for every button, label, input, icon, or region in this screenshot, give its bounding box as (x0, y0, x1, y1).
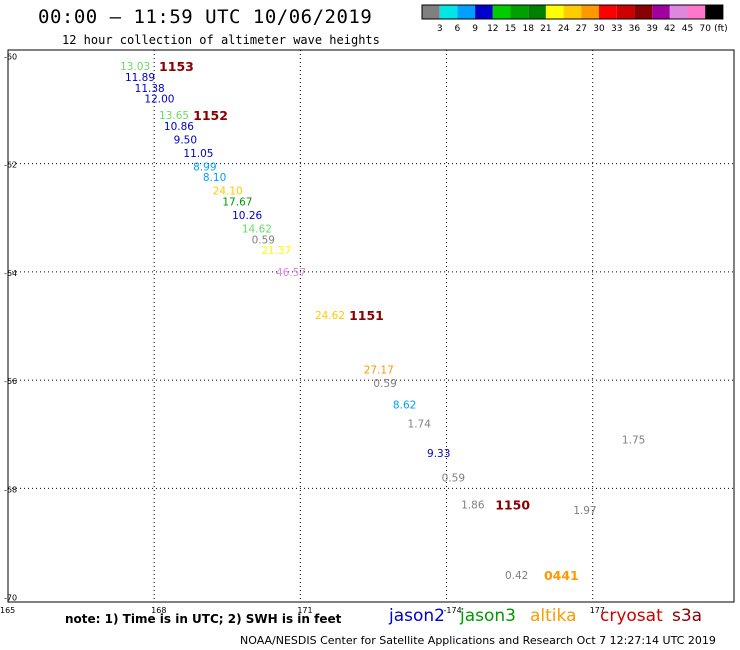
track-label: 1152 (193, 108, 228, 123)
x-tick-label: 177 (590, 606, 605, 615)
chart-subtitle: 12 hour collection of altimeter wave hei… (62, 33, 380, 47)
colorbar-swatch (581, 5, 599, 19)
colorbar-swatch (457, 5, 476, 19)
colorbar-swatch (510, 5, 529, 19)
colorbar-swatch (563, 5, 582, 19)
wave-height-point: 9.50 (174, 134, 197, 146)
wave-height-point: 10.26 (232, 210, 262, 222)
plot-frame (7, 49, 735, 603)
colorbar-label: 70 (699, 24, 711, 34)
wave-height-point: 0.59 (442, 473, 465, 485)
legend-jason2: jason2 (389, 606, 445, 626)
colorbar-swatch (528, 5, 546, 19)
colorbar-label: 18 (522, 24, 534, 34)
wave-height-point: 24.62 (315, 310, 345, 322)
y-tick-label: -60 (4, 52, 17, 61)
colorbar-label: 45 (682, 24, 693, 34)
wave-height-point: 13.03 (120, 61, 150, 73)
colorbar-label: 6 (455, 24, 461, 34)
track-label: 1151 (349, 308, 384, 323)
colorbar-label: 27 (576, 24, 587, 34)
wave-height-point: 1.86 (461, 500, 485, 512)
legend-s3a: s3a (672, 606, 703, 626)
x-tick-label: -174 (444, 606, 462, 615)
track-label: 1150 (495, 498, 530, 513)
track-label: 1153 (159, 59, 194, 74)
colorbar-swatch (492, 5, 511, 19)
colorbar-swatch (545, 5, 564, 19)
legend-cryosat: cryosat (600, 606, 663, 626)
colorbar-swatch (616, 5, 635, 19)
wave-height-point: 0.42 (505, 570, 528, 582)
colorbar-label: 39 (646, 24, 658, 34)
colorbar-label: 12 (487, 24, 498, 34)
x-tick-label: 165 (0, 606, 15, 615)
wave-height-point: 1.74 (408, 418, 432, 430)
wave-height-point: 21.37 (261, 245, 291, 257)
colorbar-label: 21 (540, 24, 551, 34)
colorbar-label: 15 (505, 24, 516, 34)
colorbar-swatch (475, 5, 493, 19)
wave-height-point: 24.10 (213, 186, 243, 198)
wave-height-point: 9.33 (427, 448, 450, 460)
wave-height-point: 11.05 (183, 148, 213, 160)
wave-height-point: 8.62 (393, 399, 416, 411)
wave-height-point: 1.97 (573, 505, 596, 517)
colorbar-swatch (634, 5, 653, 19)
wave-height-point: 46.57 (276, 267, 306, 279)
wave-height-point: 0.59 (373, 378, 396, 390)
colorbar-swatch (422, 5, 440, 19)
colorbar-label: 9 (472, 24, 478, 34)
wave-height-point: 0.59 (252, 234, 275, 246)
colorbar-label: 33 (611, 24, 622, 34)
credit-text: NOAA/NESDIS Center for Satellite Applica… (240, 634, 716, 647)
wave-height-point: 11.38 (135, 83, 165, 95)
colorbar-unit: (ft) (714, 24, 728, 34)
track-label: 0441 (544, 568, 579, 583)
wave-height-point: 8.10 (203, 172, 226, 184)
colorbar-label: 3 (437, 24, 443, 34)
wave-height-point: 1.75 (622, 435, 645, 447)
wave-height-point: 27.17 (364, 364, 394, 376)
y-tick-label: -66 (4, 377, 17, 386)
y-tick-label: -68 (4, 485, 17, 494)
wave-height-point: 12.00 (144, 94, 174, 106)
wave-height-point: 17.67 (222, 197, 252, 209)
wave-height-point: 13.65 (159, 110, 189, 122)
y-tick-label: -62 (4, 161, 17, 170)
colorbar-swatch (705, 5, 723, 19)
colorbar-swatch (669, 5, 688, 19)
colorbar-label: 42 (664, 24, 675, 34)
colorbar-label: 36 (629, 24, 641, 34)
x-tick-label: 171 (297, 606, 312, 615)
colorbar-label: 24 (558, 24, 570, 34)
colorbar-swatch (652, 5, 670, 19)
colorbar-label: 30 (593, 24, 605, 34)
x-tick-label: 168 (151, 606, 166, 615)
chart-title: 00:00 – 11:59 UTC 10/06/2019 (38, 6, 373, 28)
colorbar-frame (421, 4, 724, 20)
legend-altika: altika (530, 606, 577, 626)
colorbar-swatch (687, 5, 706, 19)
y-tick-label: -64 (4, 269, 17, 278)
wave-height-point: 11.89 (125, 72, 155, 84)
note-text: note: 1) Time is in UTC; 2) SWH is in fe… (65, 612, 342, 626)
y-tick-label: -70 (4, 594, 17, 603)
colorbar-swatch (439, 5, 458, 19)
wave-height-point: 14.62 (242, 224, 272, 236)
wave-height-point: 8.99 (193, 161, 216, 173)
colorbar-swatch (599, 5, 617, 19)
legend-jason3: jason3 (460, 606, 516, 626)
wave-height-point: 10.86 (164, 121, 194, 133)
